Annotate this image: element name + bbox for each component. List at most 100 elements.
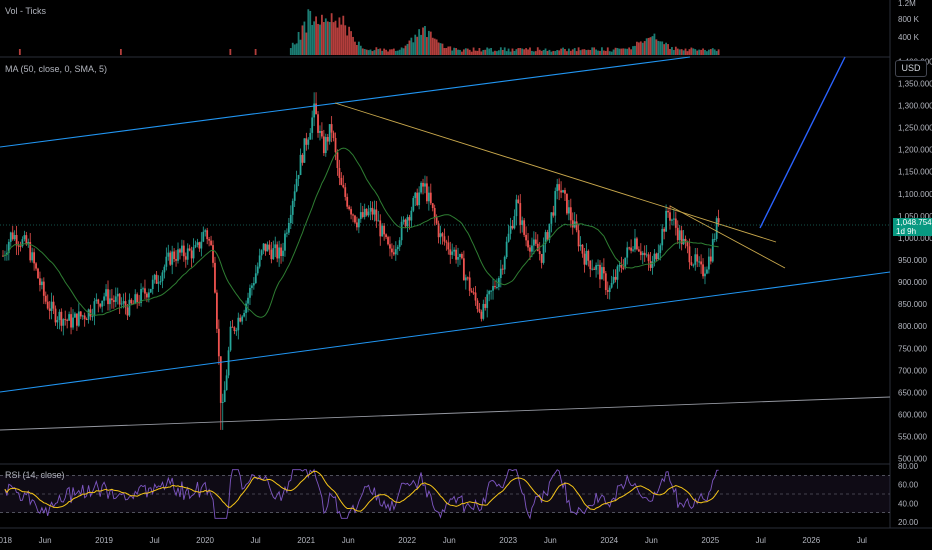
candle-body: [647, 254, 650, 262]
candle-body: [379, 220, 382, 237]
candle-body: [540, 254, 543, 263]
volume-bar: [486, 47, 489, 55]
volume-bar: [676, 48, 679, 55]
rsi-ma-line: [4, 470, 720, 512]
volume-bar: [595, 49, 597, 55]
candle-body: [622, 267, 625, 269]
volume-bar: [713, 49, 716, 55]
candle-body: [655, 253, 658, 260]
candle-body: [527, 240, 529, 248]
candle-body: [105, 289, 107, 297]
candle-body: [315, 103, 317, 115]
candle-body: [124, 301, 127, 308]
candle-body: [46, 301, 49, 309]
candle-body: [669, 212, 671, 221]
candle-body: [23, 235, 26, 240]
candle-body: [91, 316, 94, 318]
candle-body: [361, 212, 364, 218]
volume-bar: [309, 10, 312, 55]
candle-body: [79, 311, 82, 317]
volume-bar: [542, 49, 545, 55]
candle-body: [587, 250, 590, 261]
volume-bar: [544, 48, 547, 55]
rsi-indicator-label[interactable]: RSI (14, close): [5, 470, 65, 480]
volume-bar: [470, 51, 473, 55]
volume-bar: [513, 50, 516, 55]
candle-body: [149, 289, 152, 293]
volume-bar: [573, 48, 576, 55]
candle-body: [229, 326, 232, 351]
volume-bar: [707, 49, 710, 55]
volume-indicator-label[interactable]: Vol - Ticks: [5, 6, 47, 16]
candle-body: [313, 103, 316, 118]
volume-bar: [254, 49, 257, 55]
candle-body: [377, 220, 380, 222]
volume-bar: [587, 49, 590, 55]
candle-body: [151, 279, 154, 290]
volume-bar: [321, 14, 323, 55]
volume-bar: [381, 50, 384, 55]
volume-bar: [356, 45, 358, 55]
candle-body: [700, 261, 703, 265]
candle-body: [243, 312, 246, 317]
projection-line: [759, 56, 846, 229]
candle-body: [165, 256, 168, 267]
price-axis-label: 850.000: [898, 300, 927, 309]
candle-body: [223, 390, 226, 403]
volume-bar: [391, 49, 393, 55]
candle-body: [324, 136, 327, 154]
volume-bar: [649, 37, 652, 55]
volume-bar: [637, 42, 640, 55]
price-axis-label: 1,200.000: [898, 146, 932, 155]
descending-trendline: [334, 102, 777, 243]
volume-bar: [616, 48, 619, 55]
candle-body: [31, 252, 34, 261]
candle-body: [391, 248, 393, 253]
volume-bar: [651, 36, 654, 55]
candle-body: [270, 249, 273, 260]
time-axis-label: Jul: [149, 536, 159, 545]
candle-body: [614, 276, 617, 280]
candle-body: [83, 315, 86, 320]
candle-body: [375, 209, 378, 221]
candle-body: [319, 130, 321, 133]
candle-body: [196, 242, 199, 245]
candle-body: [330, 124, 333, 133]
candle-body: [167, 252, 170, 257]
volume-bar: [604, 50, 607, 55]
candle-body: [217, 328, 220, 357]
volume-bar: [597, 50, 599, 55]
volume-bar: [359, 45, 362, 55]
candle-body: [287, 223, 290, 233]
candle-body: [120, 303, 123, 305]
currency-button[interactable]: USD: [895, 60, 927, 77]
candle-body: [299, 154, 302, 175]
volume-bar: [688, 49, 691, 55]
candle-body: [289, 214, 292, 224]
volume-bar: [608, 51, 611, 55]
candle-body: [536, 243, 539, 252]
candle-body: [21, 239, 24, 247]
candle-body: [546, 232, 549, 240]
volume-bar: [717, 49, 720, 55]
candle-body: [484, 303, 487, 308]
candle-body: [505, 241, 508, 258]
rsi-line: [4, 468, 719, 520]
ma-indicator-label[interactable]: MA (50, close, 0, SMA, 5): [5, 64, 108, 74]
candle-body: [249, 287, 251, 298]
candle-body: [715, 218, 718, 239]
candle-body: [286, 232, 288, 234]
candle-body: [9, 232, 12, 242]
price-axis-label: 1,100.000: [898, 190, 932, 199]
time-axis-label: 2022: [398, 536, 416, 545]
volume-bar: [529, 47, 531, 55]
volume-bar: [503, 47, 506, 55]
candle-body: [280, 247, 282, 257]
candle-body: [690, 262, 693, 265]
candle-body: [643, 252, 646, 256]
volume-bar: [307, 9, 310, 55]
candle-body: [153, 274, 156, 280]
candle-body: [548, 223, 551, 240]
candle-body: [567, 207, 570, 214]
